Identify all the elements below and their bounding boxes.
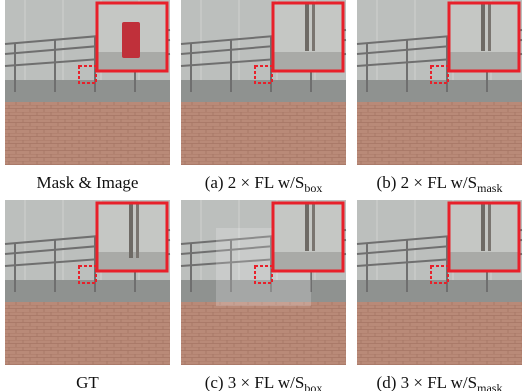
panel: (c) 3 × FL w/Sbox bbox=[181, 200, 346, 391]
inset-pole bbox=[136, 203, 139, 258]
panel: GT bbox=[5, 200, 170, 391]
inset-pole bbox=[481, 3, 485, 51]
caption: (c) 3 × FL w/Sbox bbox=[205, 373, 323, 391]
caption-subscript: box bbox=[304, 181, 322, 195]
inset-pole bbox=[481, 203, 485, 251]
zoom-inset bbox=[449, 203, 519, 271]
caption-subscript: mask bbox=[477, 381, 502, 391]
caption: (a) 2 × FL w/Sbox bbox=[205, 173, 323, 195]
caption: GT bbox=[76, 373, 99, 391]
zoom-inset bbox=[97, 203, 167, 271]
inset-pole bbox=[488, 203, 491, 251]
caption-subscript: mask bbox=[477, 181, 502, 195]
panel: (a) 2 × FL w/Sbox bbox=[181, 0, 346, 195]
panel-image bbox=[357, 200, 522, 365]
panel-image bbox=[5, 0, 170, 165]
inset-pole bbox=[305, 3, 309, 51]
caption: (b) 2 × FL w/Smask bbox=[377, 173, 503, 195]
zoom-inset bbox=[273, 3, 343, 71]
pavement bbox=[5, 302, 170, 365]
caption-text: (a) 2 × FL w/S bbox=[205, 173, 305, 192]
inset-pole bbox=[488, 3, 491, 51]
inset-pole bbox=[312, 203, 315, 251]
inset-ground bbox=[449, 252, 519, 271]
caption-text: GT bbox=[76, 373, 99, 391]
panel-image bbox=[181, 0, 346, 165]
inset-object bbox=[122, 22, 140, 58]
panel: (b) 2 × FL w/Smask bbox=[357, 0, 522, 195]
panel-image bbox=[357, 0, 522, 165]
pavement bbox=[181, 102, 346, 165]
inset-ground bbox=[449, 52, 519, 71]
pavement bbox=[357, 302, 522, 365]
pavement bbox=[357, 102, 522, 165]
panel-image bbox=[181, 200, 346, 365]
caption-text: Mask & Image bbox=[37, 173, 139, 192]
caption: Mask & Image bbox=[37, 173, 139, 192]
inset-ground bbox=[273, 52, 343, 71]
caption-text: (c) 3 × FL w/S bbox=[205, 373, 305, 391]
zoom-inset bbox=[273, 203, 343, 271]
zoom-inset bbox=[449, 3, 519, 71]
panel: (d) 3 × FL w/Smask bbox=[357, 200, 522, 391]
zoom-inset bbox=[97, 3, 167, 71]
caption-text: (d) 3 × FL w/S bbox=[377, 373, 478, 391]
inset-ground bbox=[273, 252, 343, 271]
figure: Mask & Image(a) 2 × FL w/Sbox(b) 2 × FL … bbox=[0, 0, 527, 391]
caption-subscript: box bbox=[304, 381, 322, 391]
inset-pole bbox=[129, 203, 133, 258]
panel-image bbox=[5, 200, 170, 365]
inset-pole bbox=[312, 3, 315, 51]
pavement bbox=[5, 102, 170, 165]
pavement bbox=[181, 302, 346, 365]
panel: Mask & Image bbox=[5, 0, 170, 192]
caption: (d) 3 × FL w/Smask bbox=[377, 373, 503, 391]
caption-text: (b) 2 × FL w/S bbox=[377, 173, 478, 192]
inset-pole bbox=[305, 203, 309, 251]
